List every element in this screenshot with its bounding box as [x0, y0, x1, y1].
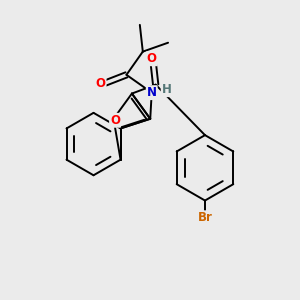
Text: O: O — [147, 52, 157, 65]
Text: H: H — [162, 83, 172, 96]
Text: N: N — [147, 86, 157, 99]
Text: O: O — [96, 76, 106, 90]
Text: O: O — [110, 114, 120, 127]
Text: Br: Br — [197, 211, 212, 224]
